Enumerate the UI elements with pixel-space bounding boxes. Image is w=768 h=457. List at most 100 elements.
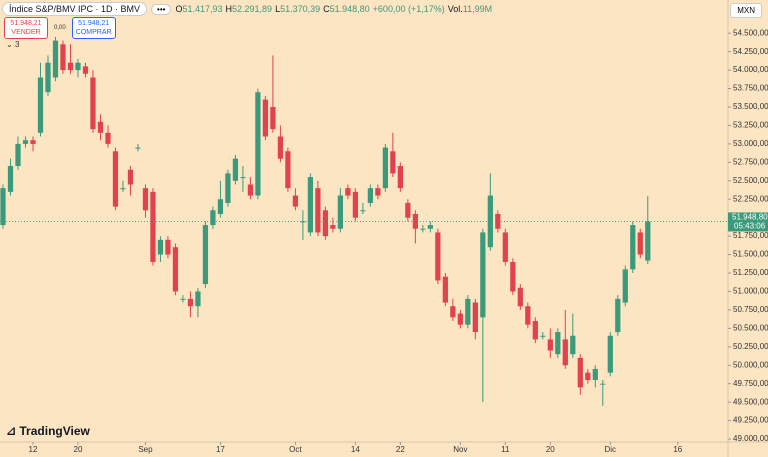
candle-body	[622, 269, 628, 303]
candle-body	[352, 191, 359, 218]
candle-body	[420, 228, 426, 230]
candle-body	[307, 177, 314, 233]
buy-label: COMPRAR	[75, 29, 112, 36]
candle-body	[142, 188, 149, 211]
candle-body	[532, 320, 538, 340]
candle-body	[45, 62, 51, 93]
candle-body	[337, 195, 344, 229]
candle-body	[487, 195, 493, 248]
buy-button[interactable]: 51.948,21 COMPRAR	[71, 17, 116, 39]
candle-body	[322, 210, 329, 237]
candle-body	[202, 225, 209, 285]
candle-body	[127, 169, 134, 185]
legend-key: O	[175, 4, 183, 14]
candle-body	[150, 191, 156, 262]
candle-body	[375, 188, 381, 196]
header: Índice S&P/BMV IPC · 1D · BMV ••• O51.41…	[2, 2, 495, 16]
candle-body	[270, 106, 276, 130]
y-tick-label: 52.750,00	[733, 157, 768, 166]
legend-value: 51.370,39	[280, 4, 321, 14]
x-tick-label: Nov	[453, 445, 467, 454]
x-tick-label: Oct	[289, 445, 302, 454]
candle-body	[247, 184, 254, 196]
y-tick-label: 50.250,00	[733, 342, 768, 351]
candle-body	[67, 62, 74, 71]
buy-price: 51.948,21	[78, 20, 110, 27]
candle-body	[645, 221, 651, 261]
last-price-timer: 05:43:06	[734, 222, 766, 231]
candle-body	[540, 335, 546, 337]
candle-body	[367, 188, 373, 203]
x-tick-label: 16	[673, 445, 682, 454]
candle-body	[405, 202, 411, 218]
candle-body	[457, 313, 463, 325]
y-tick-label: 50.000,00	[733, 360, 768, 369]
candle-body	[97, 121, 104, 133]
y-tick-label: 50.750,00	[733, 305, 768, 314]
y-tick-label: 49.750,00	[733, 379, 768, 388]
candle-body	[525, 306, 531, 325]
currency[interactable]: MXN	[730, 3, 762, 18]
legend-change: +600,00 (+1,17%)	[372, 4, 445, 14]
candle-body	[607, 335, 613, 373]
legend-key: L	[275, 4, 281, 14]
candle-body	[37, 77, 44, 133]
candle-body	[165, 239, 171, 255]
candle-body	[562, 339, 568, 366]
candle-body	[187, 298, 194, 307]
last-price-box	[728, 212, 768, 232]
candle-body	[277, 136, 284, 159]
candle-body	[210, 210, 216, 226]
candle-body	[427, 225, 433, 229]
candle-body	[0, 188, 6, 226]
x-tick-label: Sep	[138, 445, 153, 454]
candle-body	[615, 298, 621, 333]
x-tick-label: 12	[29, 445, 38, 454]
candle-body	[517, 287, 523, 307]
candle-body	[510, 261, 516, 292]
candle-body	[135, 147, 141, 149]
legend-value: 51.948,80	[329, 4, 370, 14]
candle-body	[442, 276, 448, 303]
legend-value: 52.291,89	[232, 4, 273, 14]
x-tick-label: 20	[74, 445, 83, 454]
candle-body	[592, 368, 598, 381]
candle-body	[180, 298, 186, 300]
y-tick-label: 53.750,00	[733, 84, 768, 93]
y-tick-label: 49.500,00	[733, 397, 768, 406]
legend-key: H	[225, 4, 233, 14]
candle-body	[450, 306, 456, 318]
candle-body	[480, 232, 486, 318]
candle-body	[172, 247, 179, 292]
candle-body	[225, 173, 231, 203]
candle-body	[157, 239, 164, 255]
candle-body	[82, 66, 89, 74]
sell-button[interactable]: 51.948,21 VENDER	[4, 17, 48, 39]
candle-body	[75, 62, 81, 71]
candle-body	[300, 221, 306, 223]
candle-body	[7, 166, 14, 192]
sell-label: VENDER	[11, 29, 41, 36]
x-tick-label: Dic	[605, 445, 617, 454]
indicators-toggle[interactable]: ⌄ 3	[6, 40, 20, 49]
legend-key: C	[323, 4, 330, 14]
spread: 0,00	[54, 25, 66, 31]
symbol-title[interactable]: Índice S&P/BMV IPC · 1D · BMV	[2, 2, 148, 16]
y-tick-label: 54.500,00	[733, 28, 768, 37]
y-tick-label: 49.000,00	[733, 434, 768, 443]
y-tick-label: 50.500,00	[733, 323, 768, 332]
candle-body	[112, 151, 119, 207]
y-tick-label: 53.500,00	[733, 102, 768, 111]
candle-body	[382, 147, 388, 189]
x-tick-label: 20	[546, 445, 555, 454]
candle-body	[577, 357, 583, 388]
more-button[interactable]: •••	[151, 3, 172, 15]
y-tick-label: 51.750,00	[733, 231, 768, 240]
brand: ⊿ TradingView	[6, 424, 90, 438]
x-tick-label: 14	[351, 445, 360, 454]
candle-body	[547, 339, 553, 351]
candle-body	[15, 143, 21, 167]
candle-body	[390, 151, 396, 174]
candle-body	[60, 44, 66, 71]
